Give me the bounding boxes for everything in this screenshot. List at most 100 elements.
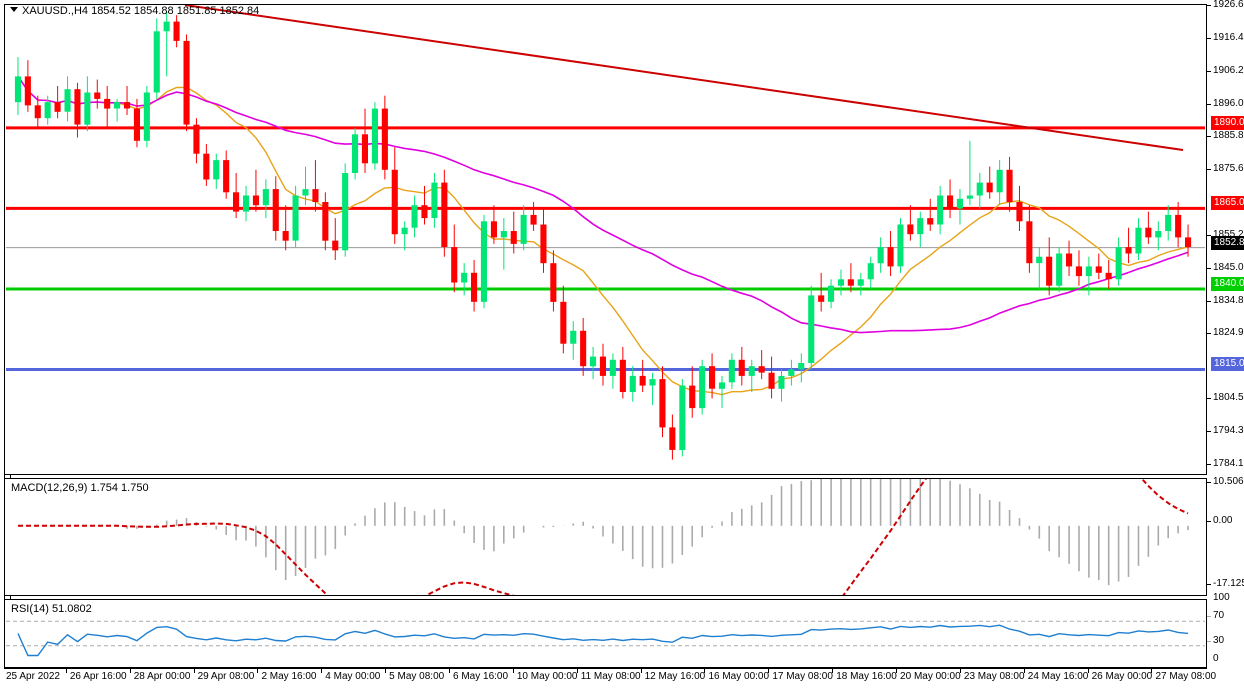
candle <box>431 172 438 228</box>
candle-body <box>847 279 854 286</box>
candle-body <box>808 295 815 363</box>
candle <box>956 189 963 225</box>
candle <box>233 172 240 219</box>
candle <box>917 211 924 248</box>
candle <box>897 218 904 273</box>
candle-body <box>282 231 289 241</box>
rsi-tick <box>1207 640 1211 642</box>
candle <box>580 317 587 376</box>
time-axis-label: 24 May 16:00 <box>1027 671 1089 682</box>
candle-body <box>659 379 666 428</box>
candle-body <box>54 102 61 112</box>
candle <box>54 86 61 119</box>
candle <box>262 179 269 219</box>
candle <box>421 185 428 225</box>
candle-body <box>738 359 745 376</box>
candle-body <box>500 231 507 238</box>
candle <box>1016 185 1023 231</box>
candle-body <box>877 247 884 264</box>
time-axis-label: 2 May 16:00 <box>261 671 317 682</box>
price-badge-1840-00[interactable]: 1840.00 <box>1211 276 1244 291</box>
price-scale-label: 1885.80 <box>1213 130 1244 142</box>
candle-body <box>401 227 408 235</box>
time-axis-label: 16 May 00:00 <box>708 671 770 682</box>
time-scale[interactable]: 25 Apr 2022 26 Apr 16:00 28 Apr 00:00 29 Ap… <box>0 669 1244 691</box>
candle-body <box>986 182 993 193</box>
candle-body <box>1115 247 1122 280</box>
candle-body <box>639 375 646 386</box>
candle <box>828 279 835 309</box>
candle <box>163 11 170 77</box>
candle-body <box>857 279 864 286</box>
candle-body <box>133 108 140 141</box>
candle <box>679 379 686 457</box>
candle-body <box>758 366 765 373</box>
price-tick <box>1207 5 1211 6</box>
candle <box>808 285 815 370</box>
candle-body <box>163 21 170 32</box>
time-tick <box>129 669 131 673</box>
candle-body <box>1155 231 1162 238</box>
macd-label: MACD(12,26,9) 1.754 1.750 <box>11 482 149 494</box>
candle-body <box>143 92 150 141</box>
ma-slow <box>17 75 1189 334</box>
price-scale[interactable]: 1926.60 1916.40 1906.20 1896.00 1885.80 1875.… <box>1207 0 1244 668</box>
time-tick <box>385 669 387 673</box>
candle <box>510 211 517 254</box>
candle <box>193 118 200 164</box>
candle-body <box>956 198 963 209</box>
candle <box>699 359 706 415</box>
rsi-tick <box>1207 616 1211 618</box>
candle-body <box>64 89 71 112</box>
candle-body <box>1175 214 1182 238</box>
candle <box>609 353 616 389</box>
price-tick <box>1207 431 1211 433</box>
price-scale-label: 1906.20 <box>1213 64 1244 76</box>
candle <box>441 169 448 257</box>
rsi-scale-label: 70 <box>1213 610 1225 622</box>
time-tick <box>257 669 259 673</box>
candle-body <box>391 169 398 235</box>
price-badge-1865-00[interactable]: 1865.00 <box>1211 196 1244 211</box>
candle <box>252 169 259 212</box>
candle-body <box>609 359 616 376</box>
candle <box>1026 205 1033 273</box>
candle <box>153 18 160 99</box>
candle <box>1085 256 1092 296</box>
price-badge-1815-00[interactable]: 1815.00 <box>1211 357 1244 372</box>
candle-body <box>1135 227 1142 254</box>
price-scale-label: 1794.30 <box>1213 425 1244 437</box>
candle <box>649 372 656 405</box>
price-scale-label: 1916.40 <box>1213 31 1244 43</box>
time-axis-label: 17 May 08:00 <box>772 671 833 682</box>
price-tick <box>1207 136 1211 138</box>
candle <box>114 98 121 122</box>
candle-body <box>233 192 240 212</box>
candle <box>986 166 993 199</box>
price-chart-canvas <box>6 5 1205 460</box>
descending-trendline[interactable] <box>184 5 1184 151</box>
price-chart-pane[interactable] <box>4 4 1207 475</box>
collapse-caret-icon[interactable] <box>10 7 18 12</box>
price-badge-1852-84[interactable]: 1852.84 <box>1211 235 1244 250</box>
candle <box>837 269 844 296</box>
macd-pane[interactable]: MACD(12,26,9) 1.754 1.750 <box>4 478 1207 596</box>
candle <box>798 353 805 383</box>
rsi-line <box>17 624 1189 657</box>
time-tick <box>959 669 961 673</box>
candle-body <box>1185 237 1192 248</box>
price-tick <box>1207 464 1211 465</box>
time-axis-label: 26 May 00:00 <box>1091 671 1153 682</box>
candle-body <box>580 330 587 367</box>
candle-body <box>173 21 180 41</box>
macd-signal-line <box>18 479 1189 595</box>
price-badge-1890-00[interactable]: 1890.00 <box>1211 115 1244 130</box>
candle <box>381 95 388 180</box>
candle-body <box>1125 247 1132 254</box>
rsi-pane[interactable]: RSI(14) 51.0802 <box>4 599 1207 668</box>
candle <box>342 163 349 257</box>
rsi-scale-label: 30 <box>1213 634 1225 646</box>
candle <box>292 185 299 248</box>
candle-body <box>1075 266 1082 277</box>
